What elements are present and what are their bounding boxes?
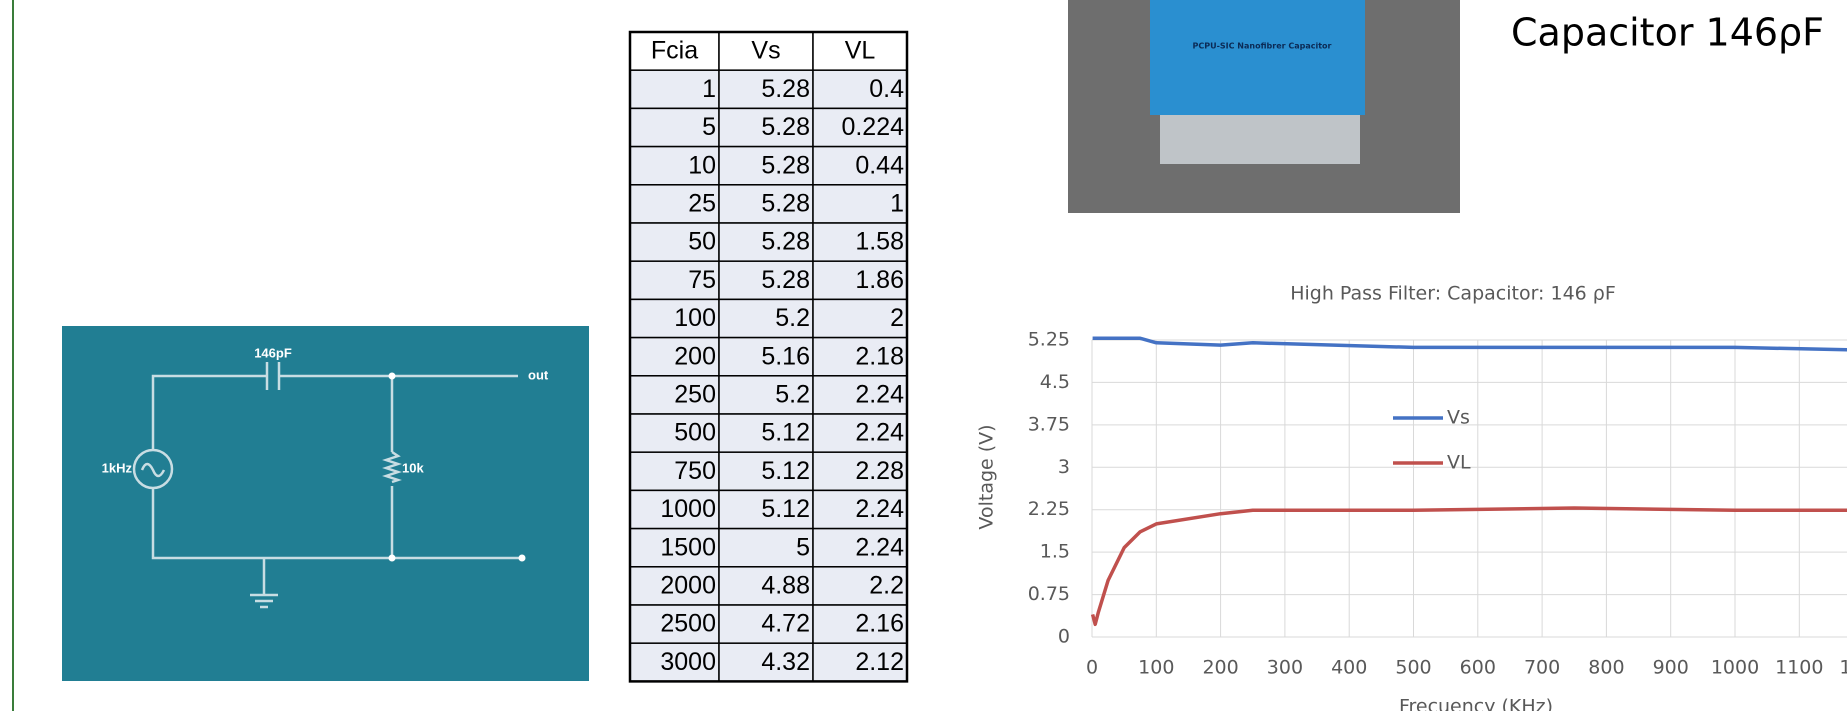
source-label: 1kHz	[102, 460, 133, 475]
cell-text: 50	[688, 228, 716, 256]
node	[389, 373, 396, 380]
cell-text: 5.12	[761, 457, 810, 485]
x-tick-label: 100	[1138, 657, 1174, 679]
y-tick-label: 0	[1058, 626, 1070, 648]
x-tick-label: 1200	[1839, 657, 1847, 679]
cell-text: 2.24	[855, 381, 904, 409]
cell-text: 200	[674, 342, 716, 370]
node	[519, 555, 526, 562]
cell-text: 2.28	[855, 457, 904, 485]
legend-label: VL	[1447, 452, 1471, 474]
cell-text: 1000	[660, 495, 716, 523]
y-tick-label: 4.5	[1040, 371, 1070, 393]
cell-text: 5.12	[761, 419, 810, 447]
node	[389, 555, 396, 562]
x-tick-label: 500	[1395, 657, 1431, 679]
y-tick-label: 1.5	[1040, 541, 1070, 563]
x-tick-label: 400	[1331, 657, 1367, 679]
cell-text: 25	[688, 190, 716, 218]
chart: High Pass Filter: Capacitor: 146 ρF Volt…	[976, 283, 1847, 711]
cell-text: 5.2	[775, 304, 810, 332]
output-label: out	[528, 367, 549, 382]
y-tick-label: 5.25	[1028, 329, 1070, 351]
line-series	[1093, 508, 1847, 624]
cell-text: 2	[890, 304, 904, 332]
cell-text: 5.28	[761, 190, 810, 218]
cell-text: 5.2	[775, 381, 810, 409]
resistor-label: 10k	[402, 460, 424, 475]
cell-text: 2.18	[855, 342, 904, 370]
header-text: Fcia	[651, 37, 698, 65]
x-tick-label: 1000	[1711, 657, 1759, 679]
cell-text: 4.88	[761, 572, 810, 600]
cell-text: 2.12	[855, 648, 904, 676]
cell-text: 2.24	[855, 419, 904, 447]
x-tick-label: 1100	[1775, 657, 1823, 679]
photo-tape	[1150, 0, 1365, 115]
slide: 146pF 1kHz 10k out PCPU-SIC Nanofibrer C…	[0, 0, 1847, 711]
cell-text: 5.28	[761, 151, 810, 179]
cell-text: 2.16	[855, 610, 904, 638]
cell-text: 5.28	[761, 75, 810, 103]
line-series	[1093, 338, 1847, 392]
cell-text: 10	[688, 151, 716, 179]
cell-text: 2000	[660, 572, 716, 600]
chart-title: High Pass Filter: Capacitor: 146 ρF	[1290, 283, 1616, 305]
circuit-bg	[62, 326, 589, 681]
y-axis-title: Voltage (V)	[976, 424, 998, 529]
y-tick-label: 3.75	[1028, 413, 1070, 435]
y-tick-label: 3	[1058, 456, 1070, 478]
legend-label: Vs	[1447, 407, 1470, 429]
cell-text: 2.2	[869, 572, 904, 600]
capacitor-label: 146pF	[254, 345, 292, 360]
cell-text: 5.28	[761, 266, 810, 294]
cell-text: 75	[688, 266, 716, 294]
photo-film	[1160, 110, 1360, 164]
x-tick-label: 600	[1460, 657, 1496, 679]
y-tick-label: 0.75	[1028, 583, 1070, 605]
cell-text: 500	[674, 419, 716, 447]
cell-text: 1.58	[855, 228, 904, 256]
cell-text: 4.32	[761, 648, 810, 676]
x-axis-title: Frecuency (KHz)	[1399, 696, 1553, 711]
cell-text: 1	[890, 190, 904, 218]
cell-text: 4.72	[761, 610, 810, 638]
cell-text: 2500	[660, 610, 716, 638]
photo: PCPU-SIC Nanofibrer Capacitor	[1068, 0, 1460, 213]
heading: Capacitor 146ρF	[1511, 11, 1824, 55]
y-tick-label: 2.25	[1028, 498, 1070, 520]
cell-text: 5.16	[761, 342, 810, 370]
cell-text: 5.28	[761, 113, 810, 141]
cell-text: 0.44	[855, 151, 904, 179]
cell-text: 2.24	[855, 533, 904, 561]
cell-text: 5.12	[761, 495, 810, 523]
cell-text: 0.4	[869, 75, 904, 103]
cell-text: 250	[674, 381, 716, 409]
cell-text: 5	[796, 533, 810, 561]
cell-text: 2.24	[855, 495, 904, 523]
x-tick-label: 700	[1524, 657, 1560, 679]
cell-text: 1.86	[855, 266, 904, 294]
header-text: Vs	[751, 37, 780, 65]
cell-text: 750	[674, 457, 716, 485]
cell-text: 0.224	[841, 113, 904, 141]
header-text: VL	[845, 37, 876, 65]
x-tick-label: 0	[1086, 657, 1098, 679]
circuit-diagram: 146pF 1kHz 10k out	[62, 326, 589, 681]
cell-text: 1	[702, 75, 716, 103]
photo-label: PCPU-SIC Nanofibrer Capacitor	[1193, 42, 1332, 51]
cell-text: 5.28	[761, 228, 810, 256]
cell-text: 1500	[660, 533, 716, 561]
cell-text: 100	[674, 304, 716, 332]
x-tick-label: 200	[1202, 657, 1238, 679]
x-tick-label: 300	[1267, 657, 1303, 679]
cell-text: 5	[702, 113, 716, 141]
cell-text: 3000	[660, 648, 716, 676]
x-tick-label: 900	[1653, 657, 1689, 679]
x-tick-label: 800	[1588, 657, 1624, 679]
